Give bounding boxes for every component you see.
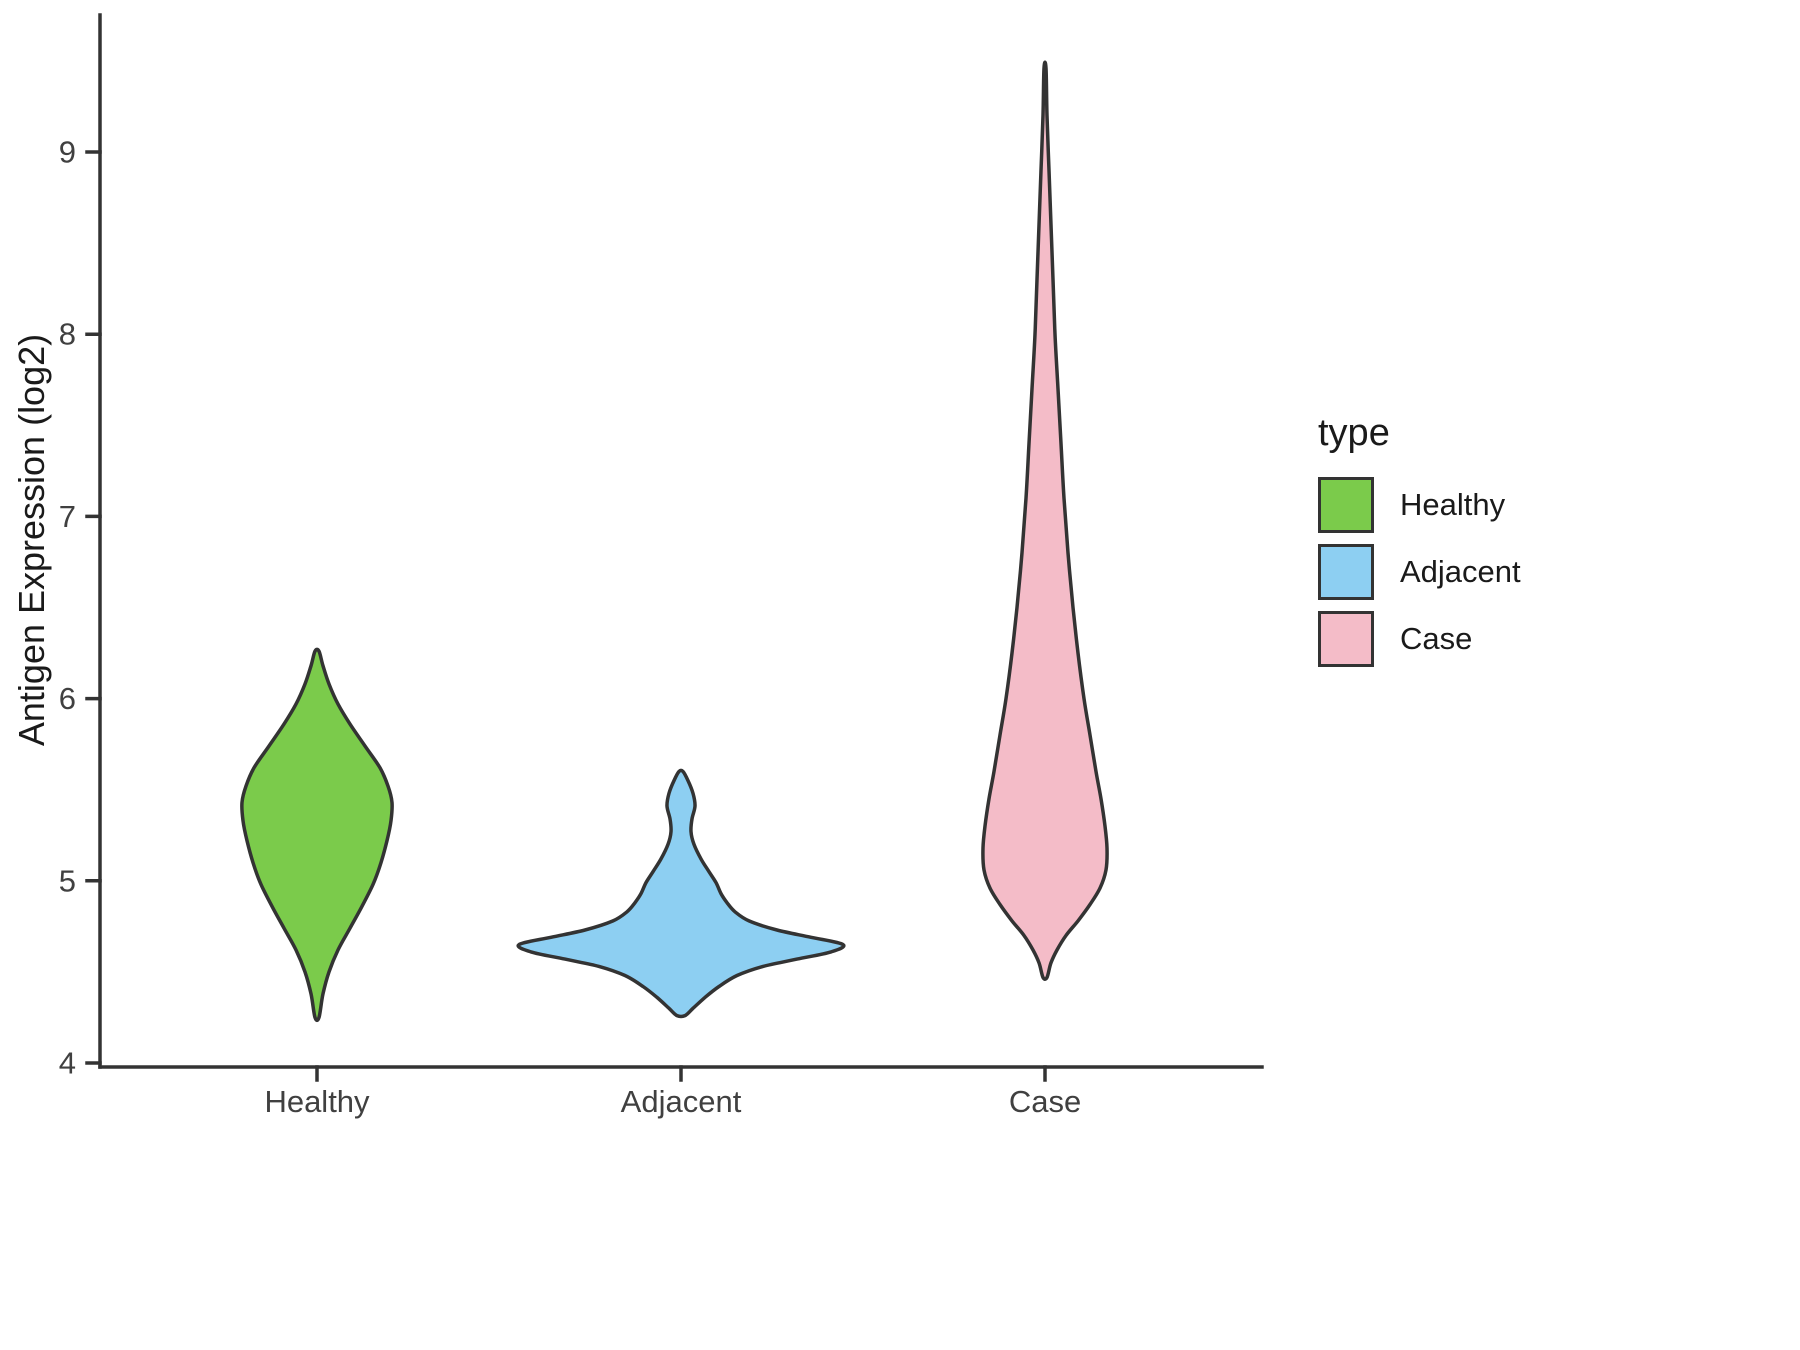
legend-label-adjacent: Adjacent xyxy=(1400,554,1521,589)
legend-item-healthy: Healthy xyxy=(1318,477,1521,533)
violin-adjacent xyxy=(516,768,846,1019)
x-category-label: Case xyxy=(1009,1084,1081,1119)
y-tick-label: 9 xyxy=(59,135,76,170)
x-category-label: Healthy xyxy=(264,1084,370,1119)
y-axis-title: Antigen Expression (log2) xyxy=(11,334,52,746)
violins-group xyxy=(240,60,1109,1023)
y-tick-label: 8 xyxy=(59,317,76,352)
y-tick-label: 4 xyxy=(59,1046,76,1081)
legend-swatch-adjacent xyxy=(1318,544,1374,600)
y-tick-label: 7 xyxy=(59,499,76,534)
legend-title: type xyxy=(1318,412,1390,454)
legend-label-case: Case xyxy=(1400,621,1473,656)
legend-swatch-healthy xyxy=(1318,477,1374,533)
legend-item-case: Case xyxy=(1318,611,1521,667)
legend-item-adjacent: Adjacent xyxy=(1318,544,1521,600)
x-category-label: Adjacent xyxy=(621,1084,742,1119)
legend-label-healthy: Healthy xyxy=(1400,487,1506,522)
legend-swatch-case xyxy=(1318,611,1374,667)
y-tick-label: 6 xyxy=(59,681,76,716)
legend: type Healthy Adjacent Case xyxy=(1318,412,1521,678)
violin-case xyxy=(981,60,1109,981)
axes-group: 4 5 6 7 8 9 Healthy Adjacent Case xyxy=(59,13,1264,1119)
violin-healthy xyxy=(240,647,394,1023)
y-tick-label: 5 xyxy=(59,863,76,898)
